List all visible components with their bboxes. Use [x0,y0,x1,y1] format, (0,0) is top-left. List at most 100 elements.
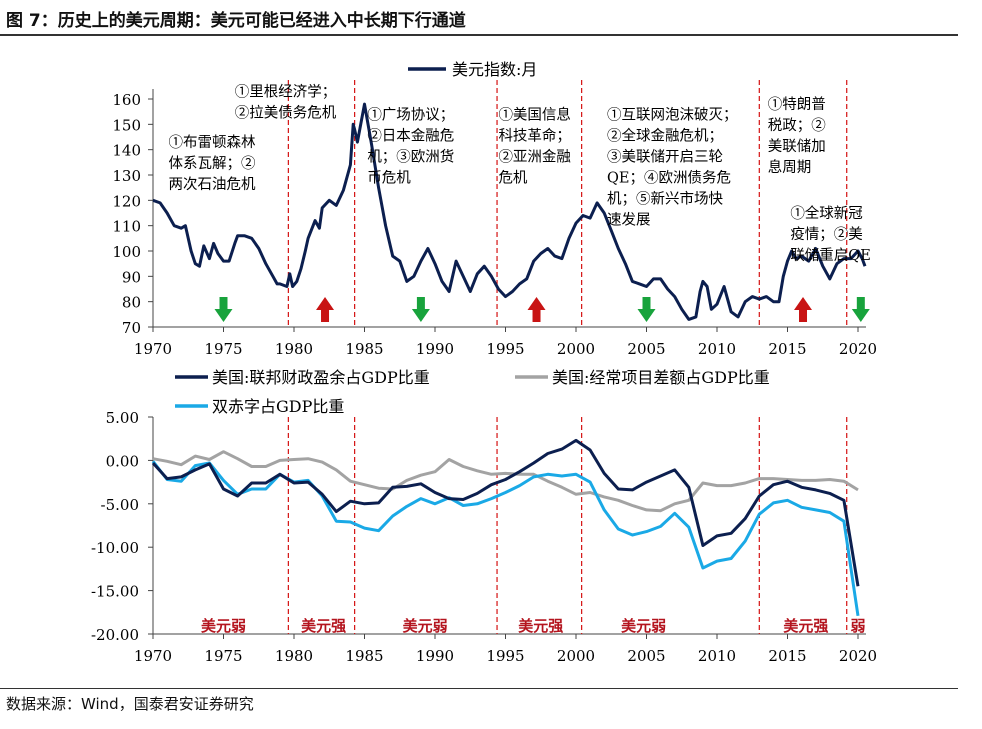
bottom-y-tick-label: 0.00 [106,452,139,470]
top-x-tick-label: 2020 [839,340,877,358]
bottom-y-tick-label: -5.00 [101,496,139,514]
legend-current-account: 美国:经常项目差额占GDP比重 [515,368,770,387]
event-annotation-line: 体系瓦解；② [169,155,256,172]
fiscal-surplus-line [151,438,860,587]
event-annotation-line: ②全球金融危机； [607,126,723,144]
period-label: 美元强 [783,617,828,635]
top-y-tick-label: 120 [112,192,141,210]
legend-label-dollar-index: 美元指数:月 [452,60,537,79]
bottom-x-tick-label: 2020 [839,647,877,665]
top-y-tick-label: 150 [112,116,141,134]
event-annotation-line: ①全球新冠 [790,204,863,222]
top-y-tick-label: 70 [122,319,141,337]
event-annotation-line: 速发展 [607,211,651,228]
top-x-tick-label: 2010 [698,340,736,358]
event-annotation-line: QE；④欧洲债务危 [607,169,731,186]
event-annotation-line: ②亚洲金融 [498,148,571,165]
event-annotation-line: ②拉美债务危机 [235,104,337,121]
up-arrow-icon [316,297,335,322]
legend-label: 双赤字占GDP比重 [212,397,344,416]
period-label: 美元强 [301,617,346,635]
top-x-tick-label: 1990 [416,340,454,358]
figure-title: 图 7：历史上的美元周期：美元可能已经进入中长期下行通道 [6,11,466,31]
event-annotation-line: 美联储加 [768,138,826,155]
event-annotation-line: 息周期 [768,159,812,176]
top-y-tick-label: 160 [112,91,141,109]
top-x-tick-label: 1995 [486,340,524,358]
title-rule [0,34,958,36]
period-label: 美元弱 [403,617,448,635]
legend-label: 美国:联邦财政盈余占GDP比重 [212,368,430,387]
bottom-x-tick-label: 1975 [204,647,242,665]
twin-deficit-line [151,460,860,617]
event-annotation-line: 币危机 [367,169,411,186]
top-x-tick-label: 2005 [627,340,665,358]
dollar-index-line [152,102,867,321]
event-annotation: ①互联网泡沫破灭； ②全球金融危机； ③美联储开启三轮 QE；④欧洲债务危机；⑤新兴市… [607,106,738,228]
event-annotation-line: 税政；② [768,117,826,134]
bottom-x-tick-label: 2015 [768,647,806,665]
up-arrow-icon [794,297,813,322]
period-label: 弱 [850,617,865,635]
bottom-x-tick-label: 2000 [557,647,595,665]
event-annotation-line: ①里根经济学； [235,83,337,100]
bottom-y-tick-label: 5.00 [106,409,139,427]
source-rule [0,688,958,689]
down-arrow-icon [214,297,233,322]
source-note: 数据来源：Wind，国泰君安证券研究 [6,695,254,713]
event-annotation-line: ③美联储开启三轮 [607,148,723,165]
bottom-x-tick-label: 1970 [134,647,172,665]
top-x-tick-label: 1970 [134,340,172,358]
event-annotation-line: 疫情；②美 [790,226,863,243]
top-x-tick-label: 1980 [275,340,313,358]
top-y-tick-label: 140 [112,142,141,160]
legend-fiscal-surplus: 美国:联邦财政盈余占GDP比重 [175,368,430,387]
current-account-line [152,450,859,513]
bottom-x-tick-label: 1995 [486,647,524,665]
event-annotation-line: ①美国信息 [498,106,571,123]
top-y-tick-label: 100 [112,243,141,261]
event-annotation-line: ①布雷顿森林 [169,134,256,151]
event-annotation: ①布雷顿森林体系瓦解；② 两次石油危机 [169,134,256,193]
bottom-y-tick-label: -10.00 [91,539,139,557]
top-y-tick-label: 80 [122,294,141,312]
up-arrow-icon [527,297,546,322]
top-y-tick-label: 90 [122,268,141,286]
event-annotation-line: ①互联网泡沫破灭； [607,106,738,123]
period-label: 美元弱 [201,617,246,635]
bottom-x-tick-label: 2005 [627,647,665,665]
top-y-tick-label: 110 [112,218,141,236]
event-annotation-line: 科技革命； [498,126,571,144]
down-arrow-icon [411,297,430,322]
event-annotation-line: 机；⑤新兴市场快 [607,190,723,207]
event-annotation-line: 危机 [498,169,527,186]
top-legend: 美元指数:月 [408,60,537,79]
period-label: 美元强 [518,617,563,635]
event-annotation-line: 联储重启QE [790,247,870,264]
event-annotation: ①全球新冠疫情；②美联储重启QE [790,204,870,264]
legend-label: 美国:经常项目差额占GDP比重 [552,368,770,387]
dollar-index-chart: 美元指数:月 70 80 90 100 110 120 130 140 150 160 1970 197… [112,60,877,358]
top-y-tick-label: 130 [112,167,141,185]
top-x-tick-label: 1985 [345,340,383,358]
event-annotation: ①里根经济学； ②拉美债务危机 [235,83,337,121]
down-arrow-icon [851,297,870,322]
event-annotation: ①广场协议； ②日本金融危机；③欧洲货币危机 [367,106,454,186]
period-label: 美元弱 [621,617,666,635]
top-x-tick-label: 1975 [204,340,242,358]
bottom-x-tick-label: 1980 [275,647,313,665]
event-annotation-line: ②日本金融危 [367,127,454,144]
bottom-x-tick-label: 1990 [416,647,454,665]
event-annotation-line: ①特朗普 [768,96,826,113]
event-annotation-line: ①广场协议； [367,106,454,123]
down-arrow-icon [637,297,656,322]
event-annotation: ①美国信息科技革命； ②亚洲金融危机 [498,106,571,186]
bottom-y-tick-label: -20.00 [91,626,139,644]
event-annotation-line: 机；③欧洲货 [367,148,454,165]
event-annotation: ①特朗普税政；② 美联储加息周期 [768,96,826,176]
top-x-tick-label: 2000 [557,340,595,358]
event-annotation-line: 两次石油危机 [169,176,256,193]
bottom-x-tick-label: 2010 [698,647,736,665]
